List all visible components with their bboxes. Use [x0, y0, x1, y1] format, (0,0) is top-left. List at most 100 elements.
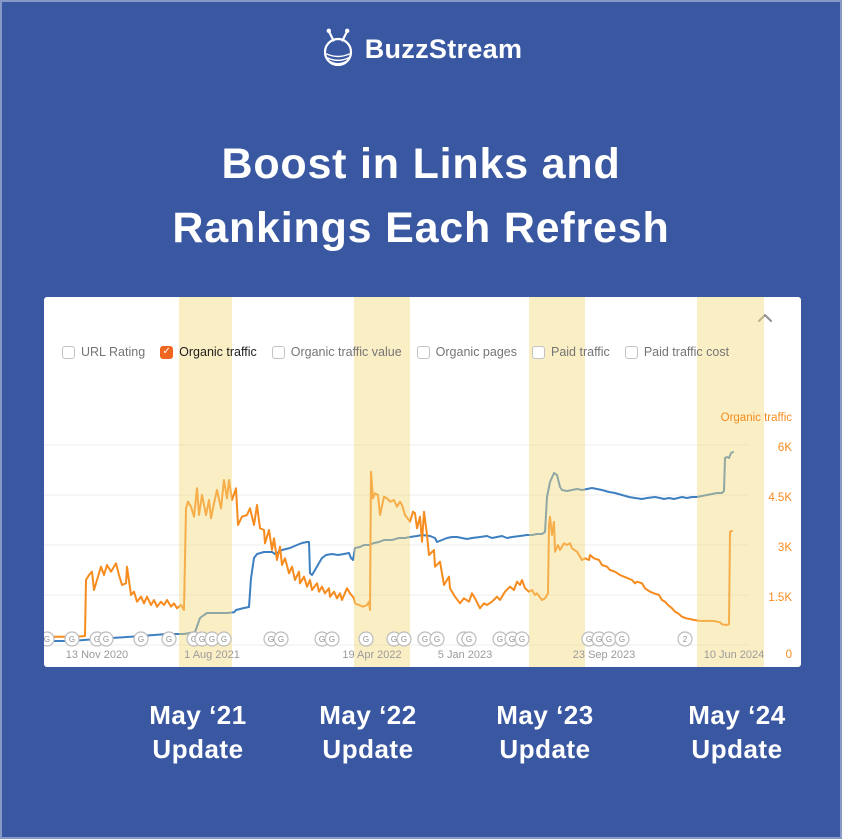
checkbox-unchecked-icon[interactable]: [62, 345, 75, 359]
google-update-badge[interactable]: [273, 631, 289, 647]
y-axis-tick-label: 6K: [778, 442, 792, 454]
y-axis-tick-label: 1.5K: [768, 592, 792, 604]
update-label-line1: May ‘22: [319, 700, 417, 730]
update-label-line1: May ‘23: [496, 700, 594, 730]
google-update-badge[interactable]: [396, 631, 412, 647]
x-axis-tick-label: 10 Jun 2024: [704, 649, 765, 661]
update-highlight-band: [354, 297, 410, 667]
legend-item-url-rating[interactable]: URL Rating: [62, 345, 145, 359]
checkbox-unchecked-icon[interactable]: [624, 345, 638, 359]
title-line-2: Rankings Each Refresh: [172, 204, 670, 252]
legend-label: Organic traffic value: [290, 345, 402, 359]
update-label-line2: Update: [691, 734, 783, 764]
badge-letter: G: [422, 635, 428, 644]
update-label-line2: Update: [322, 734, 414, 764]
badge-letter: G: [199, 635, 205, 644]
legend-item-paid-traffic[interactable]: Paid traffic: [531, 345, 610, 359]
logo-wordmark: BuzzStream: [364, 34, 523, 64]
badge-letter: G: [466, 635, 472, 644]
traffic-chart-card: GGGGGGGGGGGGGGGGGGGGGGGGGGGG213 Nov 2020…: [44, 297, 801, 667]
badge-letter: G: [363, 635, 369, 644]
badge-letter: G: [166, 635, 172, 644]
update-label-2: May ‘22 Update: [319, 698, 416, 766]
badge-letter: G: [94, 635, 100, 644]
badge-letter: G: [319, 635, 325, 644]
x-axis-tick-label: 1 Aug 2021: [184, 649, 240, 661]
organic-traffic-chart: GGGGGGGGGGGGGGGGGGGGGGGGGGGG213 Nov 2020…: [44, 297, 793, 667]
update-label-line2: Update: [152, 734, 244, 764]
y-axis-title: Organic traffic: [721, 412, 793, 424]
buzzstream-logo: BuzzStream: [2, 26, 840, 73]
legend-item-organic-traffic[interactable]: ✓ Organic traffic: [160, 345, 257, 359]
google-update-badge[interactable]: [677, 631, 693, 647]
update-highlight-band: [179, 297, 232, 667]
google-update-badge[interactable]: [133, 631, 149, 647]
badge-letter: G: [191, 635, 197, 644]
google-update-badge[interactable]: [514, 631, 530, 647]
x-axis-tick-label: 5 Jan 2023: [438, 649, 492, 661]
google-update-badge[interactable]: [614, 631, 630, 647]
page-title: Boost in Links and Rankings Each Refresh: [2, 132, 840, 260]
update-label-line1: May ‘21: [149, 700, 247, 730]
chevron-up-icon[interactable]: [757, 310, 773, 322]
update-label-1: May ‘21 Update: [149, 698, 246, 766]
title-line-1: Boost in Links and: [221, 140, 621, 188]
y-axis-tick-label: 0: [786, 649, 792, 661]
badge-letter: G: [44, 635, 50, 644]
legend-label: Paid traffic cost: [643, 345, 730, 359]
badge-letter: G: [401, 635, 407, 644]
chart-legend: URL Rating ✓ Organic traffic Organic traffi…: [62, 345, 791, 359]
legend-item-paid-traffic-cost[interactable]: Paid traffic cost: [624, 345, 730, 359]
google-update-badge[interactable]: [64, 631, 80, 647]
update-label-line2: Update: [499, 734, 591, 764]
y-axis-tick-label: 4.5K: [768, 492, 792, 504]
badge-letter: 2: [683, 635, 688, 644]
update-highlight-band: [697, 297, 764, 667]
google-update-badge[interactable]: [44, 631, 55, 647]
x-axis-tick-label: 13 Nov 2020: [66, 649, 128, 661]
google-update-badge[interactable]: [429, 631, 445, 647]
badge-letter: G: [509, 635, 515, 644]
legend-item-organic-traffic-value[interactable]: Organic traffic value: [271, 345, 402, 359]
badge-letter: G: [434, 635, 440, 644]
buzzstream-bee-icon: [320, 26, 356, 73]
update-label-3: May ‘23 Update: [496, 698, 593, 766]
badge-letter: G: [596, 635, 602, 644]
legend-item-organic-pages[interactable]: Organic pages: [416, 345, 517, 359]
google-update-badge[interactable]: [324, 631, 340, 647]
x-axis-tick-label: 19 Apr 2022: [342, 649, 401, 661]
badge-letter: G: [278, 635, 284, 644]
google-update-badge[interactable]: [98, 631, 114, 647]
checkbox-unchecked-icon[interactable]: [416, 345, 430, 359]
badge-letter: G: [391, 635, 397, 644]
legend-label: Paid traffic: [550, 345, 610, 359]
badge-letter: G: [209, 635, 215, 644]
checkbox-unchecked-icon[interactable]: [271, 345, 285, 359]
google-update-badge[interactable]: [216, 631, 232, 647]
google-update-badge[interactable]: [161, 631, 177, 647]
badge-letter: G: [606, 635, 612, 644]
checkbox-checked-icon[interactable]: ✓: [160, 345, 174, 359]
update-highlight-band: [529, 297, 585, 667]
badge-letter: G: [103, 635, 109, 644]
google-update-badge[interactable]: [358, 631, 374, 647]
badge-letter: G: [268, 635, 274, 644]
badge-letter: G: [221, 635, 227, 644]
badge-letter: G: [329, 635, 335, 644]
google-update-badge[interactable]: [461, 631, 477, 647]
y-axis-tick-label: 3K: [778, 542, 792, 554]
update-label-line1: May ‘24: [688, 700, 786, 730]
update-label-4: May ‘24 Update: [688, 698, 785, 766]
blue-metric-line: [47, 451, 734, 642]
legend-label: URL Rating: [81, 345, 146, 359]
legend-label: Organic pages: [435, 345, 517, 359]
legend-label: Organic traffic: [179, 345, 257, 359]
update-labels-row: May ‘21 Update May ‘22 Update May ‘23 Update M…: [2, 698, 840, 788]
badge-letter: G: [586, 635, 592, 644]
checkbox-unchecked-icon[interactable]: [531, 345, 545, 359]
badge-letter: G: [519, 635, 525, 644]
badge-letter: G: [619, 635, 625, 644]
badge-letter: G: [69, 635, 75, 644]
badge-letter: G: [497, 635, 503, 644]
